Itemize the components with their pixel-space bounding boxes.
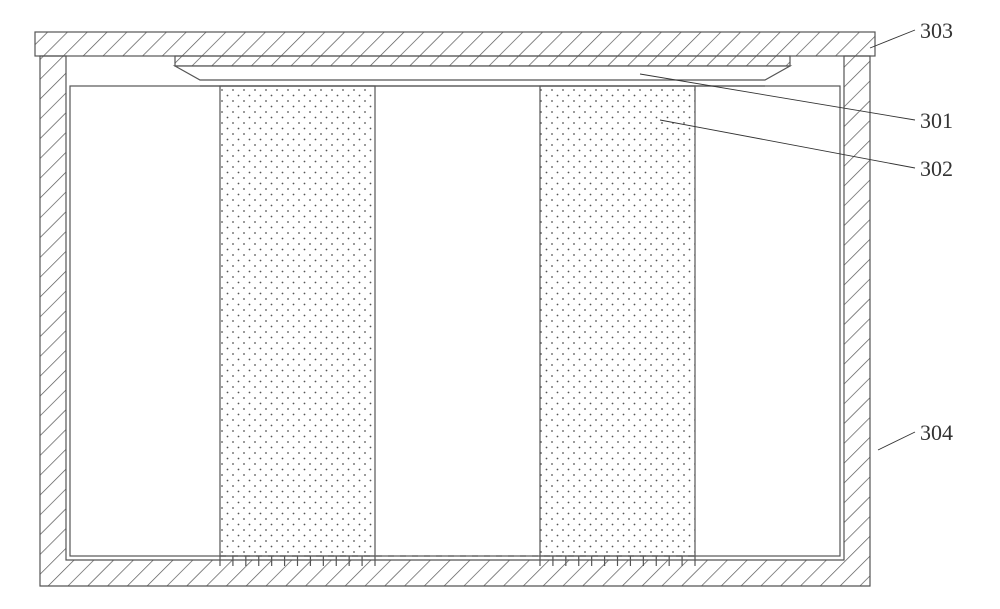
lid-notch bbox=[175, 56, 790, 66]
leader-303 bbox=[870, 30, 915, 48]
label-303: 303 bbox=[920, 18, 953, 44]
label-301: 301 bbox=[920, 108, 953, 134]
leader-304 bbox=[878, 432, 915, 450]
shell-304 bbox=[40, 56, 870, 586]
leader-302 bbox=[660, 120, 915, 168]
dotted-column-left-302 bbox=[220, 86, 375, 556]
label-302: 302 bbox=[920, 156, 953, 182]
patent-figure bbox=[0, 0, 1000, 609]
lid-303 bbox=[35, 32, 875, 56]
dotted-column-right-302 bbox=[540, 86, 695, 556]
inner-frame bbox=[70, 86, 840, 556]
label-304: 304 bbox=[920, 420, 953, 446]
insert-top-301 bbox=[175, 66, 790, 80]
